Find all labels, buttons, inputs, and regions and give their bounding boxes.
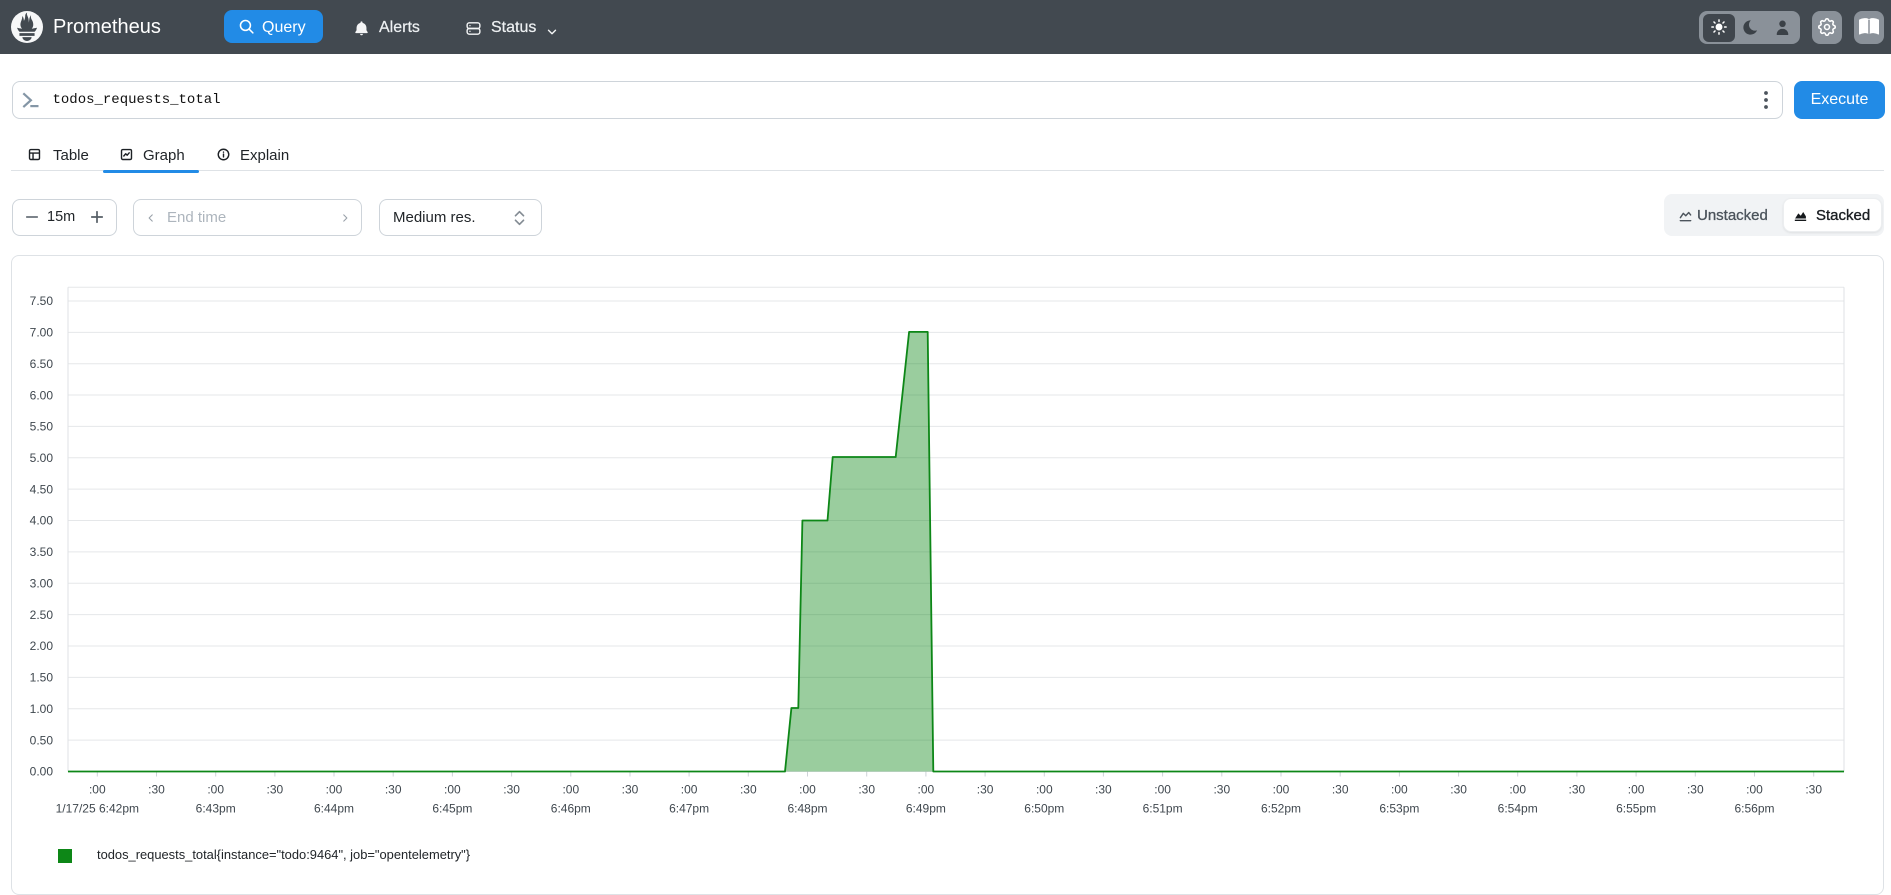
svg-text::30: :30 [858, 783, 875, 797]
svg-text:6:54pm: 6:54pm [1498, 802, 1538, 816]
svg-text::30: :30 [622, 783, 639, 797]
svg-text::00: :00 [918, 783, 935, 797]
svg-text:6:44pm: 6:44pm [314, 802, 354, 816]
svg-text::30: :30 [977, 783, 994, 797]
svg-text:6:43pm: 6:43pm [196, 802, 236, 816]
svg-text::00: :00 [1746, 783, 1763, 797]
svg-text::00: :00 [1628, 783, 1645, 797]
svg-text:6:52pm: 6:52pm [1261, 802, 1301, 816]
svg-text::30: :30 [267, 783, 284, 797]
svg-text::00: :00 [326, 783, 343, 797]
svg-text:1.50: 1.50 [30, 671, 54, 685]
svg-text:3.00: 3.00 [30, 576, 54, 590]
svg-text::00: :00 [1154, 783, 1171, 797]
svg-text:6:49pm: 6:49pm [906, 802, 946, 816]
svg-text::30: :30 [503, 783, 520, 797]
svg-text::00: :00 [1273, 783, 1290, 797]
svg-text::30: :30 [1805, 783, 1822, 797]
svg-text:3.50: 3.50 [30, 545, 54, 559]
svg-text:1.00: 1.00 [30, 702, 54, 716]
svg-text:6.00: 6.00 [30, 388, 54, 402]
svg-text:6.50: 6.50 [30, 357, 54, 371]
svg-text:0.00: 0.00 [30, 765, 54, 779]
svg-text:6:55pm: 6:55pm [1616, 802, 1656, 816]
svg-text:1/17/25 6:42pm: 1/17/25 6:42pm [56, 802, 139, 816]
svg-text:6:50pm: 6:50pm [1024, 802, 1064, 816]
svg-text::30: :30 [1213, 783, 1230, 797]
svg-text:6:51pm: 6:51pm [1143, 802, 1183, 816]
svg-text::30: :30 [1332, 783, 1349, 797]
svg-text:6:56pm: 6:56pm [1734, 802, 1774, 816]
svg-text::30: :30 [1687, 783, 1704, 797]
svg-text::00: :00 [562, 783, 579, 797]
svg-text:4.00: 4.00 [30, 514, 54, 528]
svg-text:4.50: 4.50 [30, 482, 54, 496]
svg-text:6:45pm: 6:45pm [432, 802, 472, 816]
svg-text:0.50: 0.50 [30, 733, 54, 747]
svg-text::30: :30 [148, 783, 165, 797]
svg-text::00: :00 [681, 783, 698, 797]
svg-text::00: :00 [89, 783, 106, 797]
svg-text:2.50: 2.50 [30, 608, 54, 622]
svg-text::30: :30 [1450, 783, 1467, 797]
svg-text::30: :30 [1569, 783, 1586, 797]
svg-text:5.00: 5.00 [30, 451, 54, 465]
svg-text:6:53pm: 6:53pm [1379, 802, 1419, 816]
svg-text:2.00: 2.00 [30, 639, 54, 653]
svg-text::00: :00 [799, 783, 816, 797]
svg-text::30: :30 [740, 783, 757, 797]
svg-text::00: :00 [1391, 783, 1408, 797]
svg-text::00: :00 [207, 783, 224, 797]
svg-text:5.50: 5.50 [30, 420, 54, 434]
svg-text:6:47pm: 6:47pm [669, 802, 709, 816]
svg-text::00: :00 [1036, 783, 1053, 797]
svg-text:6:46pm: 6:46pm [551, 802, 591, 816]
svg-text::30: :30 [385, 783, 402, 797]
svg-text::00: :00 [444, 783, 461, 797]
svg-text:6:48pm: 6:48pm [787, 802, 827, 816]
svg-text::30: :30 [1095, 783, 1112, 797]
svg-text:7.50: 7.50 [30, 294, 54, 308]
svg-text:7.00: 7.00 [30, 326, 54, 340]
svg-text::00: :00 [1509, 783, 1526, 797]
